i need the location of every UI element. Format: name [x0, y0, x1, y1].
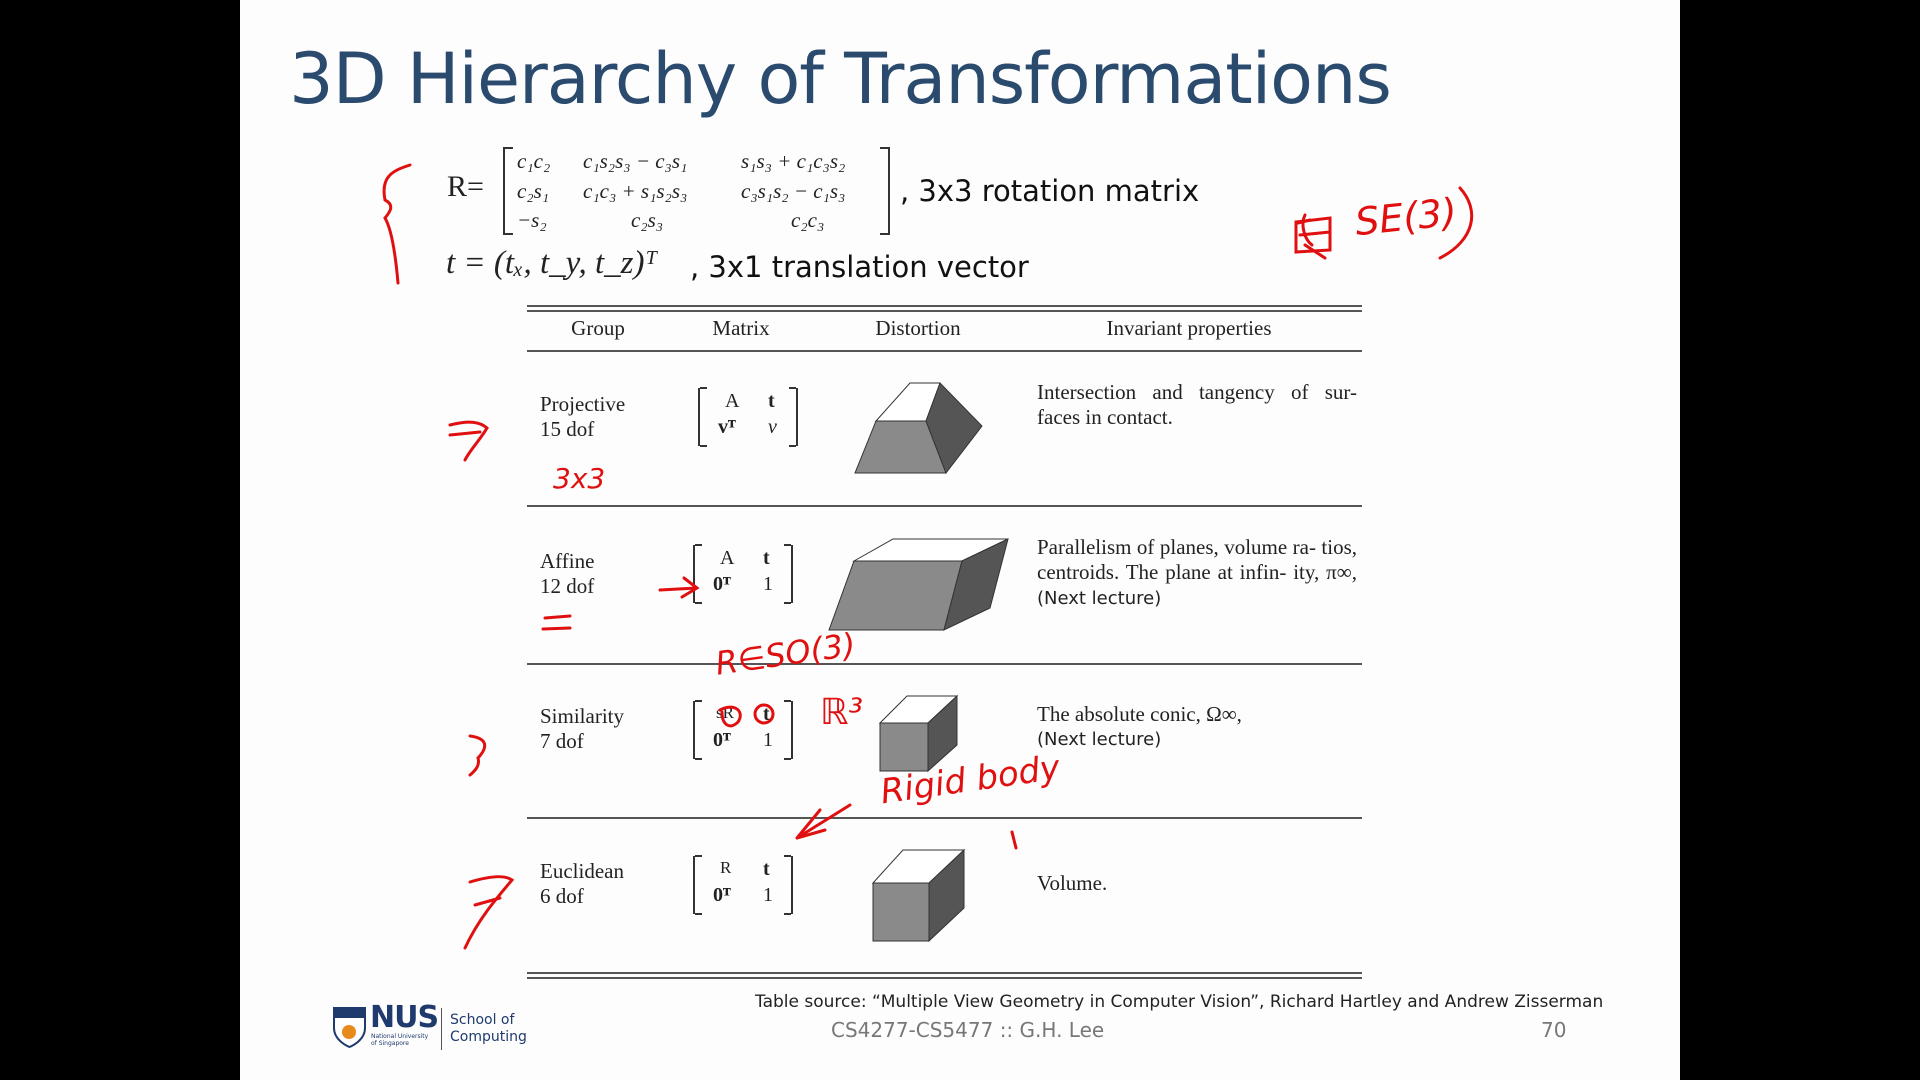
table-rule	[527, 350, 1362, 352]
slide-title: 3D Hierarchy of Transformations	[289, 38, 1392, 120]
rotation-lhs: R=	[447, 170, 484, 203]
row-affine-props: Parallelism of planes, volume ra- tios, …	[1037, 535, 1357, 609]
row-euclidean-group: Euclidean 6 dof	[540, 859, 624, 908]
table-rule	[527, 663, 1362, 665]
translation-formula: t = (tₓ, t_y, t_z)ᵀ	[446, 245, 658, 281]
r13: s₁s₃ + c₁c₃s₂	[741, 149, 846, 173]
r12: c₁s₂s₃ − c₃s₁	[583, 149, 688, 173]
row-similarity-group: Similarity 7 dof	[540, 704, 624, 753]
nus-logo-text: NUS	[370, 1000, 439, 1035]
table-rule	[527, 817, 1362, 819]
annotation-3x3: 3x3	[553, 462, 606, 495]
slide	[240, 0, 1680, 1080]
table-rule	[527, 305, 1362, 307]
header-matrix: Matrix	[712, 316, 770, 340]
row-euclidean-props: Volume.	[1037, 871, 1108, 895]
table-rule	[527, 505, 1362, 507]
rotation-matrix: c₁c₂ c₁s₂s₃ − c₃s₁ s₁s₃ + c₁c₃s₂ c₂s₁ c₁…	[503, 147, 890, 235]
table-rule	[527, 977, 1362, 979]
nus-crest-logo	[332, 1006, 367, 1049]
table-source: Table source: “Multiple View Geometry in…	[755, 992, 1604, 1012]
translation-caption: , 3x1 translation vector	[690, 250, 1029, 284]
row-affine-group: Affine 12 dof	[540, 549, 595, 598]
school-name: School of Computing	[450, 1012, 527, 1045]
matrix-similarity: sR t 0ᵀ 1	[693, 700, 793, 760]
rotation-caption: , 3x3 rotation matrix	[900, 174, 1200, 208]
r11: c₁c₂	[517, 149, 551, 173]
nus-logo-sub: National University of Singapore	[371, 1033, 429, 1047]
table-rule	[527, 972, 1362, 974]
row-similarity-props: The absolute conic, Ω∞, (Next lecture)	[1037, 702, 1242, 750]
page-number: 70	[1541, 1018, 1567, 1042]
row-projective-props: Intersection and tangency of sur- faces …	[1037, 380, 1357, 429]
course-label: CS4277-CS5477 :: G.H. Lee	[831, 1018, 1105, 1042]
r33: c₂c₃	[791, 208, 825, 232]
r22: c₁c₃ + s₁s₂s₃	[583, 179, 688, 203]
r23: c₃s₁s₂ − c₁s₃	[741, 179, 846, 203]
r31: −s₂	[517, 208, 547, 232]
header-distortion: Distortion	[875, 316, 961, 340]
r21: c₂s₁	[517, 179, 550, 203]
r32: c₂s₃	[631, 208, 664, 232]
row-projective-group: Projective 15 dof	[540, 392, 626, 441]
logo-divider	[441, 1008, 442, 1050]
header-group: Group	[571, 316, 625, 340]
table-rule	[527, 310, 1362, 312]
annotation-r3: ℝ³	[820, 692, 863, 733]
header-invariant: Invariant properties	[1106, 316, 1272, 340]
